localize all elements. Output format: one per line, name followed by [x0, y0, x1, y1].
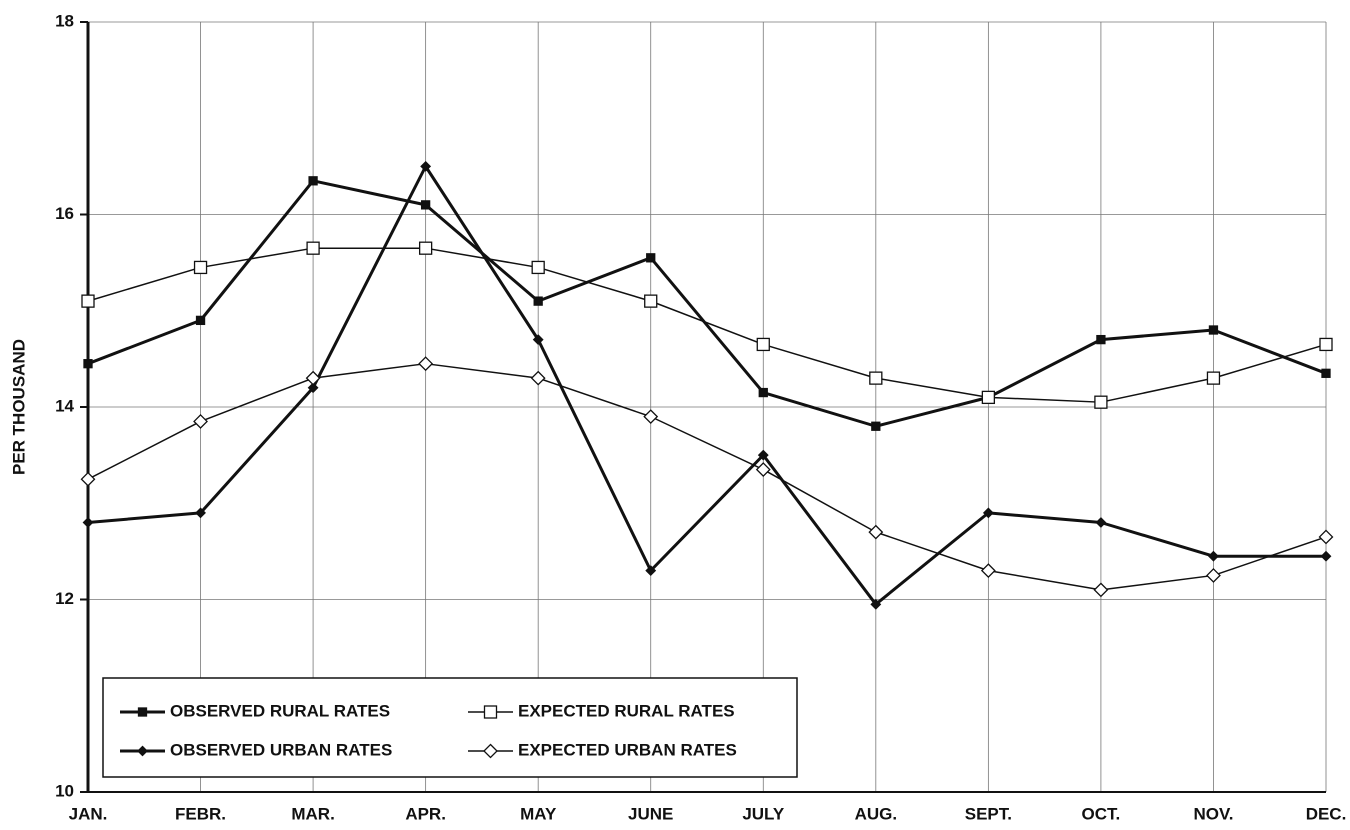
legend-label: OBSERVED URBAN RATES	[170, 740, 392, 759]
marker	[1206, 371, 1221, 385]
marker	[82, 517, 94, 528]
y-axis-label: PER THOUSAND	[9, 339, 28, 475]
marker	[871, 421, 881, 431]
x-tick-label: MAY	[520, 804, 557, 823]
y-tick-label: 16	[55, 204, 74, 223]
marker	[420, 200, 431, 210]
y-tick-label: 18	[55, 11, 74, 30]
marker	[1321, 368, 1331, 378]
marker	[483, 743, 498, 759]
marker	[755, 462, 771, 477]
marker	[869, 371, 883, 385]
y-tick-label: 14	[55, 396, 74, 415]
marker	[308, 176, 318, 186]
series-line	[87, 164, 1326, 606]
x-tick-label: JULY	[742, 804, 785, 823]
marker	[870, 598, 882, 610]
marker	[533, 296, 543, 306]
marker	[756, 337, 770, 352]
marker	[80, 471, 96, 487]
marker	[1096, 334, 1106, 345]
marker	[1093, 582, 1109, 598]
marker	[981, 390, 996, 405]
marker	[418, 241, 433, 255]
marker	[83, 359, 93, 369]
x-tick-label: OCT.	[1082, 804, 1121, 823]
legend-label: EXPECTED RURAL RATES	[518, 701, 735, 720]
marker	[420, 160, 432, 172]
y-tick-label: 10	[55, 781, 74, 800]
marker	[418, 356, 434, 372]
marker	[195, 507, 206, 519]
x-tick-label: JUNE	[628, 804, 673, 823]
series-line	[87, 179, 1327, 428]
marker	[531, 260, 545, 275]
marker	[1094, 395, 1108, 409]
marker	[193, 414, 208, 429]
series-line	[87, 362, 1327, 591]
marker	[1208, 550, 1219, 562]
marker	[757, 449, 769, 461]
marker	[1318, 529, 1334, 545]
marker	[982, 507, 994, 519]
marker	[306, 241, 320, 255]
marker	[1206, 568, 1221, 583]
legend-label: OBSERVED RURAL RATES	[170, 701, 390, 720]
marker	[1319, 337, 1333, 352]
marker	[307, 382, 319, 394]
marker	[137, 745, 148, 757]
legend-label: EXPECTED URBAN RATES	[518, 740, 737, 759]
legend-box	[102, 677, 798, 778]
marker	[195, 315, 206, 326]
marker	[758, 387, 768, 398]
x-tick-label: AUG.	[855, 804, 898, 823]
marker	[483, 705, 498, 719]
marker	[868, 524, 884, 540]
x-tick-label: DEC.	[1306, 804, 1347, 823]
marker	[643, 409, 659, 425]
marker	[1208, 325, 1219, 335]
x-tick-label: APR.	[405, 804, 446, 823]
marker	[646, 253, 656, 263]
marker	[193, 260, 208, 275]
marker	[305, 370, 321, 386]
marker	[530, 370, 546, 386]
x-tick-label: SEPT.	[965, 804, 1012, 823]
marker	[81, 294, 95, 308]
x-tick-label: MAR.	[291, 804, 334, 823]
marker	[137, 707, 148, 717]
marker	[644, 294, 658, 308]
marker	[980, 563, 996, 579]
series-line	[87, 247, 1327, 403]
marker	[1320, 550, 1332, 562]
marker	[1095, 517, 1107, 528]
x-tick-label: NOV.	[1193, 804, 1233, 823]
x-tick-label: FEBR.	[175, 804, 226, 823]
y-tick-label: 12	[55, 589, 74, 608]
x-tick-label: JAN.	[69, 804, 108, 823]
marker	[532, 334, 544, 346]
legend: OBSERVED RURAL RATES EXPECTED RURAL RATES…	[102, 677, 798, 778]
marker	[645, 565, 657, 577]
